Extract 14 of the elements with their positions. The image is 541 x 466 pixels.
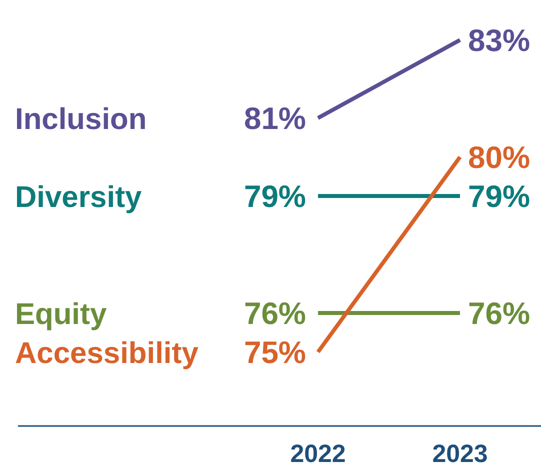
data-label: 81% xyxy=(244,101,306,136)
data-label: 83% xyxy=(468,23,530,58)
data-label: 76% xyxy=(468,296,530,331)
data-label: 76% xyxy=(244,296,306,331)
text: Diversity xyxy=(15,181,142,214)
text: Inclusion xyxy=(15,103,147,136)
data-label: 80% xyxy=(468,140,530,175)
text: Equity xyxy=(15,298,107,331)
x-tick-label: 2022 xyxy=(290,440,346,466)
data-label: 75% xyxy=(244,335,306,370)
text: Accessibility xyxy=(15,337,199,370)
data-label: 79% xyxy=(244,179,306,214)
data-label: 79% xyxy=(468,179,530,214)
x-tick-label: 2023 xyxy=(432,440,488,466)
